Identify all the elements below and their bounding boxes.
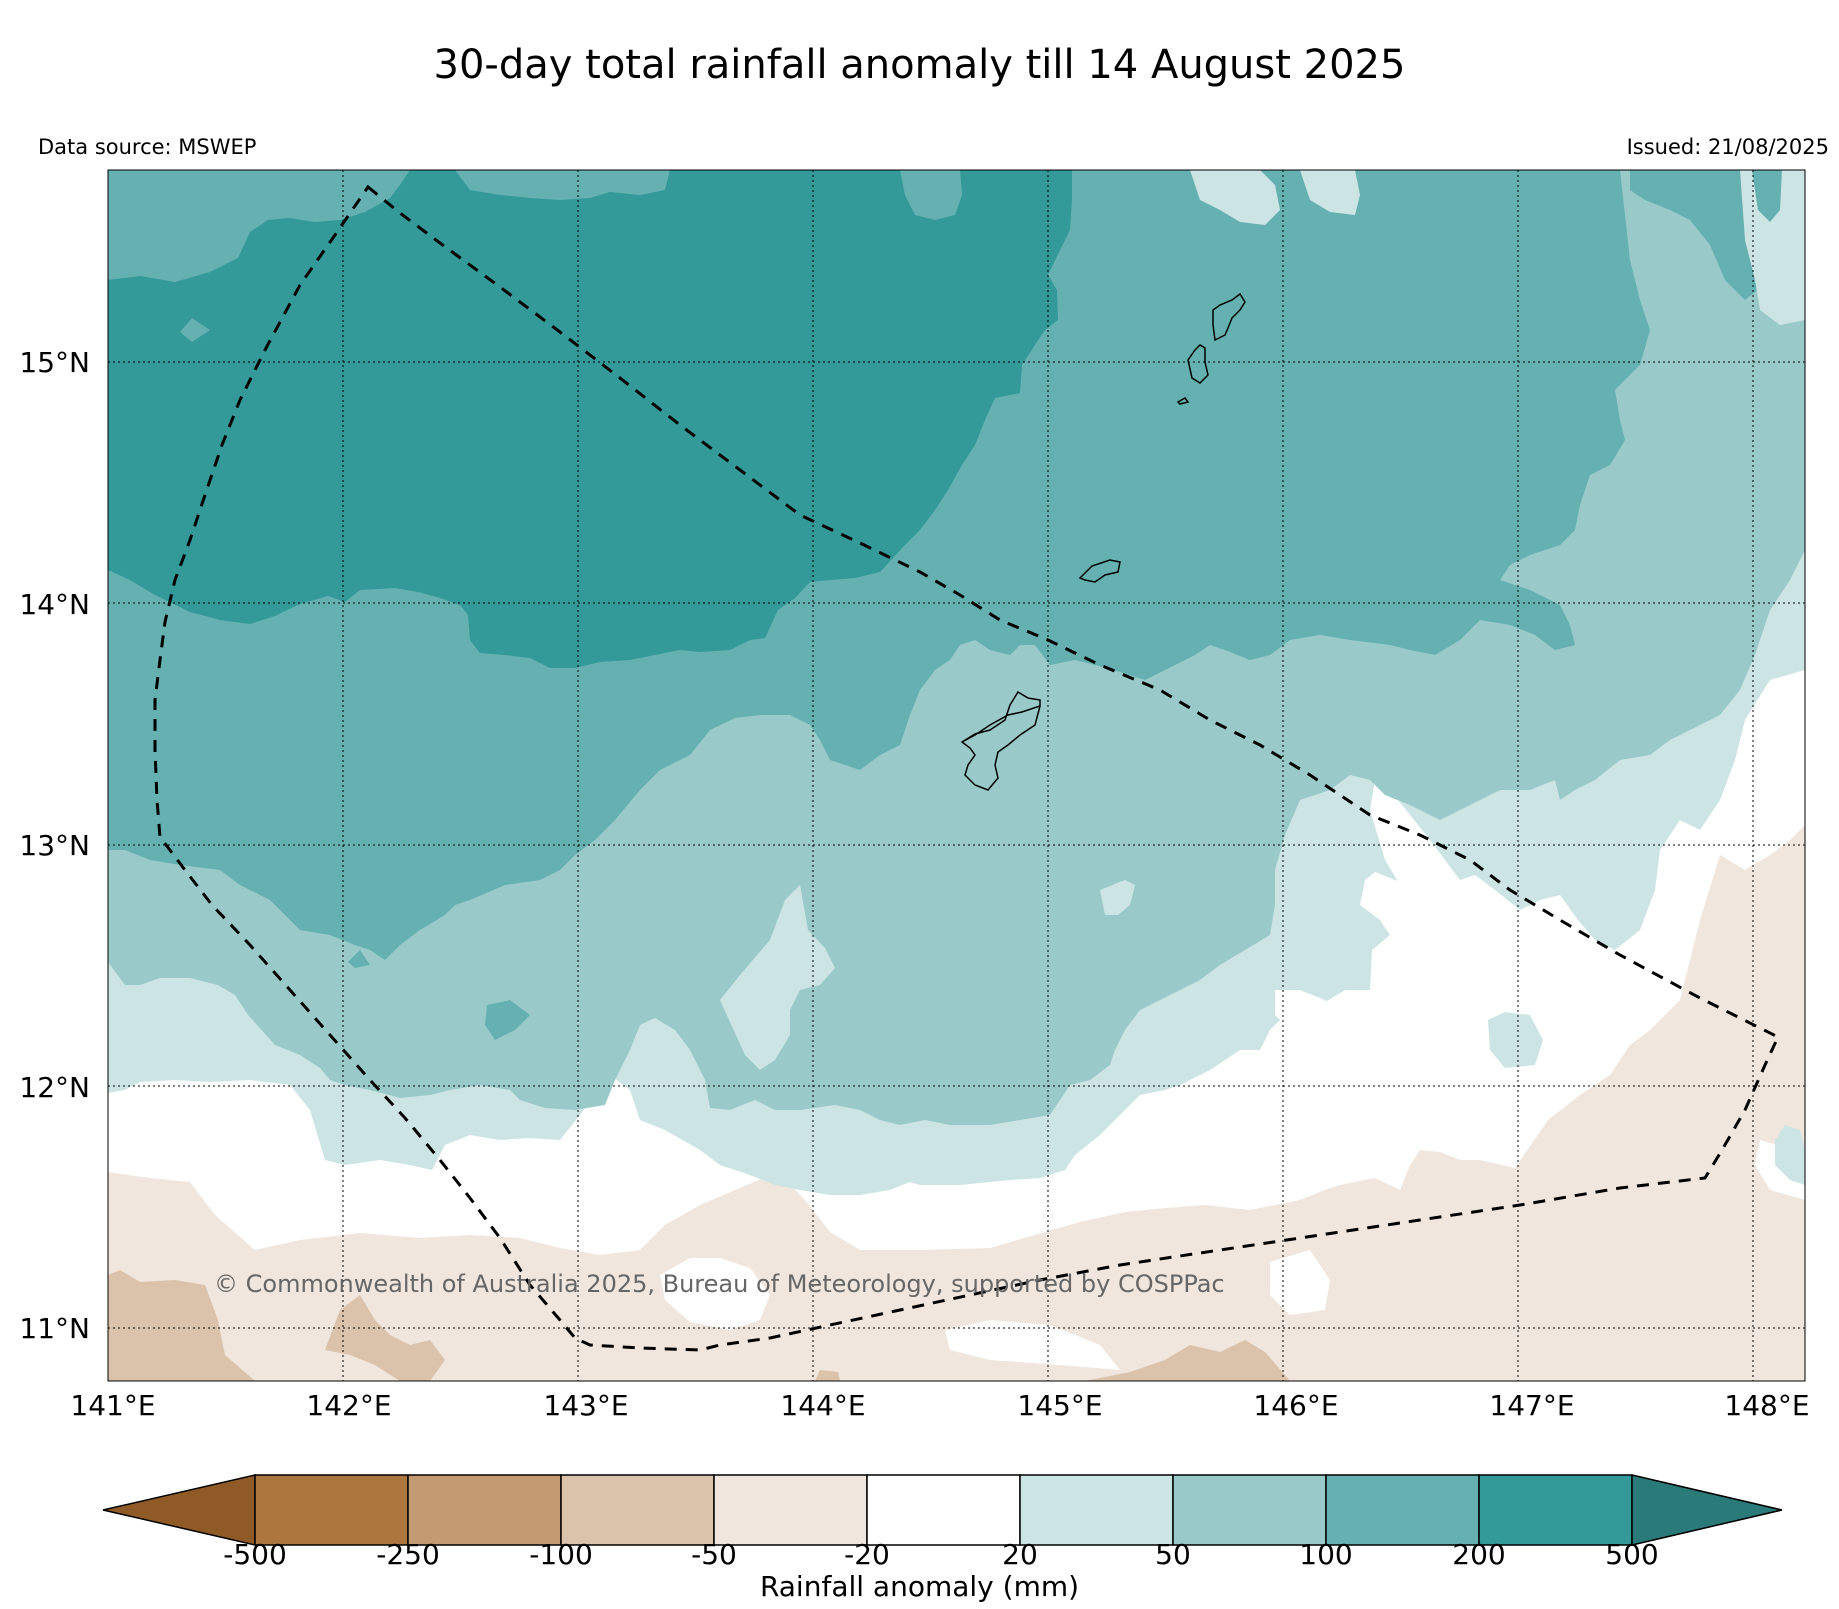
anomaly-band-20-to-50-pocket: [720, 885, 835, 1070]
colorbar-tick-label: 50: [1155, 1538, 1191, 1571]
anomaly-band-20-to-50-pocket: [1300, 170, 1360, 215]
anomaly-band-20-to-50-pocket: [1740, 170, 1805, 325]
island-rota: [1078, 559, 1121, 583]
anomaly-band-minus-50-to-minus-20: [108, 825, 1805, 1381]
colorbar-segment: [560, 1474, 715, 1546]
anomaly-band-neutral-pocket: [1275, 990, 1335, 1030]
colorbar-tick-label: -500: [223, 1538, 287, 1571]
chart-title: 30-day total rainfall anomaly till 14 Au…: [433, 42, 1406, 88]
colorbar-tick-label: -250: [376, 1538, 440, 1571]
colorbar-tick-label: 500: [1605, 1538, 1659, 1571]
colorbar-segment: [1019, 1474, 1174, 1546]
lat-label: 12°N: [19, 1071, 90, 1104]
anomaly-band-100-to-200-pocket: [455, 170, 670, 200]
colorbar-title: Rainfall anomaly (mm): [759, 1570, 1080, 1603]
colorbar-segment: [713, 1474, 868, 1546]
colorbar-tick-label: 200: [1452, 1538, 1506, 1571]
data-source-label: Data source: MSWEP: [38, 135, 257, 159]
anomaly-band-100-to-200-pocket: [900, 170, 962, 220]
eez-boundary: [153, 184, 1780, 1352]
colorbar-segment: [1478, 1474, 1633, 1546]
colorbar: [102, 1474, 1783, 1546]
map-frame: [107, 169, 1806, 1382]
colorbar-segment: [407, 1474, 562, 1546]
colorbar-tick-label: 20: [1002, 1538, 1038, 1571]
lat-label: 15°N: [19, 346, 90, 379]
anomaly-band-100-to-200-pocket: [485, 1000, 530, 1040]
copyright-notice: © Commonwealth of Australia 2025, Bureau…: [214, 1270, 1225, 1298]
anomaly-band-minus-100-to-minus-50: [1085, 1340, 1290, 1381]
island-guam: [960, 690, 1041, 791]
colorbar-tick-label: -20: [844, 1538, 890, 1571]
lon-label: 148°E: [1724, 1389, 1810, 1422]
lat-label: 11°N: [19, 1312, 90, 1345]
lon-label: 145°E: [1017, 1389, 1103, 1422]
anomaly-band-neutral-pocket: [945, 1320, 1120, 1370]
colorbar-segment: [1325, 1474, 1480, 1546]
colorbar-segment-lt-minus-500: [102, 1474, 256, 1546]
anomaly-band-minus-100-to-minus-50: [815, 1370, 840, 1381]
anomaly-band-neutral-pocket: [1270, 1250, 1330, 1315]
issued-date-label: Issued: 21/08/2025: [1626, 135, 1829, 159]
colorbar-tick-label: 100: [1299, 1538, 1353, 1571]
anomaly-band-neutral-pocket: [1370, 780, 1460, 895]
anomaly-band-neutral-pocket: [660, 1258, 770, 1330]
lon-label: 147°E: [1489, 1389, 1575, 1422]
colorbar-segment: [254, 1474, 409, 1546]
anomaly-band-20-to-50-pocket: [1488, 1012, 1543, 1068]
island-saipan: [1212, 292, 1246, 342]
anomaly-band-minus-100-to-minus-50: [108, 1270, 255, 1381]
anomaly-band-20-to-50-pocket: [1775, 1125, 1805, 1185]
colorbar-tick-label: -100: [529, 1538, 593, 1571]
colorbar-segment: [866, 1474, 1021, 1546]
lat-label: 14°N: [19, 588, 90, 621]
island-tinian: [1176, 344, 1209, 405]
anomaly-band-200-to-500: [108, 170, 1072, 668]
anomaly-band-20-to-50-pocket: [1100, 880, 1135, 915]
colorbar-tick-label: -50: [691, 1538, 737, 1571]
lon-label: 146°E: [1253, 1389, 1339, 1422]
anomaly-band-100-to-200-pocket: [1752, 170, 1782, 222]
anomaly-band-100-to-200-pocket: [348, 950, 370, 968]
colorbar-segment: [1172, 1474, 1327, 1546]
colorbar-segment-gt-500: [1631, 1474, 1783, 1546]
anomaly-band-minus-100-to-minus-50: [325, 1295, 445, 1381]
anomaly-band-100-to-200-pocket: [180, 318, 210, 342]
lon-label: 141°E: [70, 1389, 156, 1422]
lon-label: 143°E: [543, 1389, 629, 1422]
lat-label: 13°N: [19, 829, 90, 862]
lon-label: 142°E: [306, 1389, 392, 1422]
lon-label: 144°E: [780, 1389, 866, 1422]
anomaly-band-20-to-50-pocket: [1190, 170, 1280, 225]
